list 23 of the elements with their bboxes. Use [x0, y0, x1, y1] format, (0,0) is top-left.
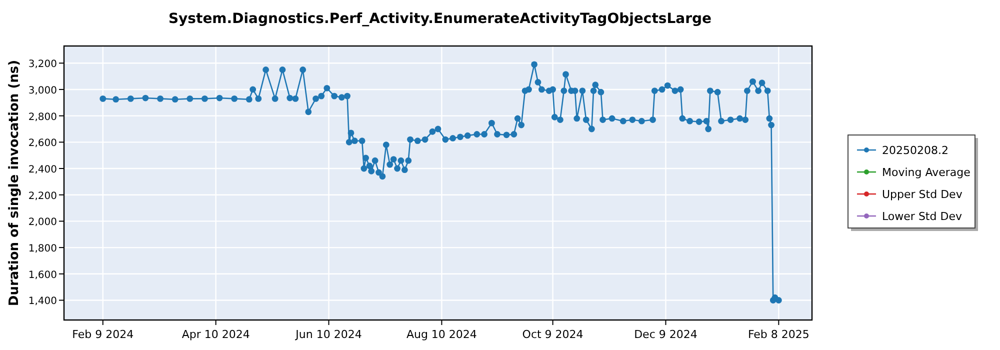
y-tick-label: 2,600: [28, 138, 57, 150]
y-tick-label: 2,400: [28, 164, 57, 176]
y-tick-label: 3,200: [28, 59, 57, 70]
x-tick-label: Jun 10 2024: [294, 328, 362, 341]
legend-label: Lower Std Dev: [882, 210, 962, 223]
y-tick-label: 1,400: [28, 296, 57, 308]
legend-label: Upper Std Dev: [882, 188, 963, 201]
x-tick-label: Oct 9 2024: [522, 328, 584, 341]
legend-label: Moving Average: [882, 166, 971, 179]
y-axis-title: Duration of single invocation (ns): [7, 60, 22, 306]
x-tick-label: Apr 10 2024: [182, 328, 250, 341]
x-tick-label: Aug 10 2024: [406, 328, 477, 341]
y-tick-label: 1,600: [28, 270, 57, 281]
y-tick-label: 2,200: [28, 190, 57, 202]
x-tick-label: Dec 9 2024: [634, 328, 698, 341]
y-tick-label: 2,800: [28, 112, 57, 123]
legend-label: 20250208.2: [882, 144, 948, 157]
x-tick-label: Feb 8 2025: [748, 328, 810, 341]
y-tick-label: 1,800: [28, 244, 57, 255]
y-tick-label: 2,000: [28, 217, 57, 228]
chart-title: System.Diagnostics.Perf_Activity.EnumerateActivityTagObjectsLarge: [168, 11, 712, 27]
y-tick-label: 3,000: [28, 85, 57, 96]
x-tick-label: Feb 9 2024: [72, 328, 134, 341]
